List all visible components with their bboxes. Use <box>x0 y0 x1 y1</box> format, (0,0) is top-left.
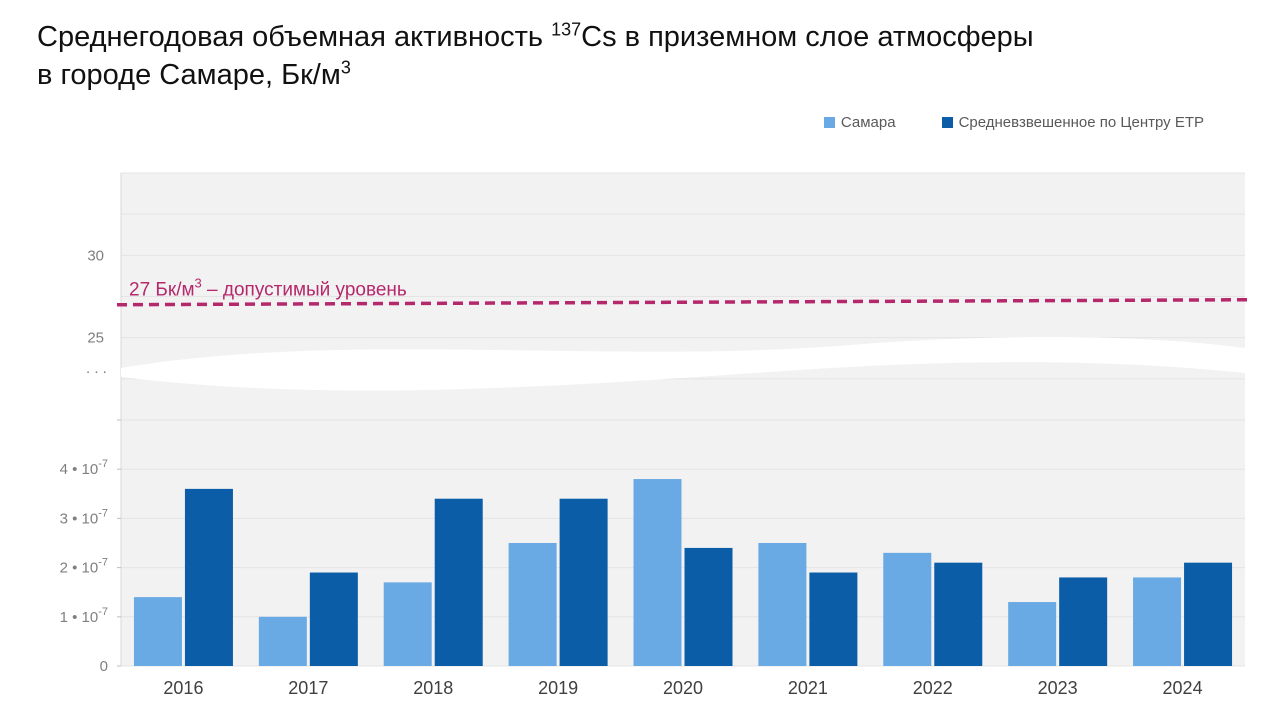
reference-label-text: – допустимый уровень <box>202 280 407 301</box>
reference-label-text: 27 Бк/м <box>129 280 195 301</box>
bar-samara <box>258 616 307 666</box>
bar-samara <box>508 543 557 666</box>
y-tick-label: 4 • 10-7 <box>60 458 108 478</box>
x-tick-label: 2021 <box>788 678 828 698</box>
title-isotope-mass: 137 <box>551 19 582 40</box>
title-text-part: в городе Самаре, Бк/м <box>37 59 341 91</box>
bar-center-etr <box>309 572 358 666</box>
axis-break-label: . . . <box>86 360 107 377</box>
x-tick-label: 2024 <box>1163 678 1203 698</box>
bar-center-etr <box>434 498 483 666</box>
bar-samara <box>633 479 682 666</box>
x-tick-label: 2022 <box>913 678 953 698</box>
title-text-part: Среднегодовая объемная активность <box>37 21 552 53</box>
bar-center-etr <box>809 572 858 666</box>
legend-label: Средневзвешенное по Центру ЕТР <box>958 114 1204 131</box>
legend-swatch-center-etr <box>941 117 953 128</box>
x-tick-label: 2020 <box>663 678 703 698</box>
bar-samara <box>758 543 807 666</box>
bar-samara <box>133 597 182 666</box>
title-unit-superscript: 3 <box>340 57 351 78</box>
bar-center-etr <box>184 488 233 666</box>
bar-center-etr <box>934 562 983 666</box>
bars <box>133 479 1233 666</box>
x-axis: 2016 2017 2018 2019 2020 2021 2022 2023 2024 <box>163 678 1202 698</box>
bar-center-etr <box>1059 577 1108 666</box>
x-tick-label: 2023 <box>1038 678 1078 698</box>
bar-samara <box>383 582 432 666</box>
legend-label: Самара <box>840 114 896 131</box>
x-tick-label: 2019 <box>538 678 578 698</box>
axis-break <box>121 337 1245 391</box>
y-tick-label: 2 • 10-7 <box>60 557 108 577</box>
chart-legend: Самара Средневзвешенное по Центру ЕТР <box>823 114 1204 131</box>
legend-item-samara: Самара <box>823 114 896 131</box>
bar-center-etr <box>1184 562 1233 666</box>
x-tick-label: 2016 <box>163 678 203 698</box>
x-tick-label: 2017 <box>288 678 328 698</box>
bar-center-etr <box>684 547 733 666</box>
bar-samara <box>1133 577 1182 666</box>
reference-line-label: 27 Бк/м3 – допустимый уровень <box>129 276 407 301</box>
bar-samara <box>883 552 932 666</box>
gridlines <box>121 172 1245 667</box>
y-tick-label: 3 • 10-7 <box>60 507 108 527</box>
legend-item-center-etr: Средневзвешенное по Центру ЕТР <box>941 114 1204 131</box>
x-tick-label: 2018 <box>413 678 453 698</box>
legend-swatch-samara <box>823 117 835 128</box>
bar-center-etr <box>559 498 608 666</box>
reference-line <box>116 297 1248 307</box>
title-text-part: Cs в приземном слое атмосферы <box>581 21 1034 53</box>
y-tick-label: 0 <box>100 658 108 675</box>
bar-samara <box>1008 602 1057 666</box>
y-tick-label: 1 • 10-7 <box>60 606 108 626</box>
reference-label-sup: 3 <box>195 276 202 291</box>
y-tick-label: 25 <box>87 330 104 347</box>
chart-title: Среднегодовая объемная активность 137Cs … <box>37 18 1157 94</box>
y-axis: 0 1 • 10-7 2 • 10-7 3 • 10-7 4 • 10-7 25 30 <box>60 247 121 675</box>
y-tick-label: 30 <box>87 247 104 264</box>
